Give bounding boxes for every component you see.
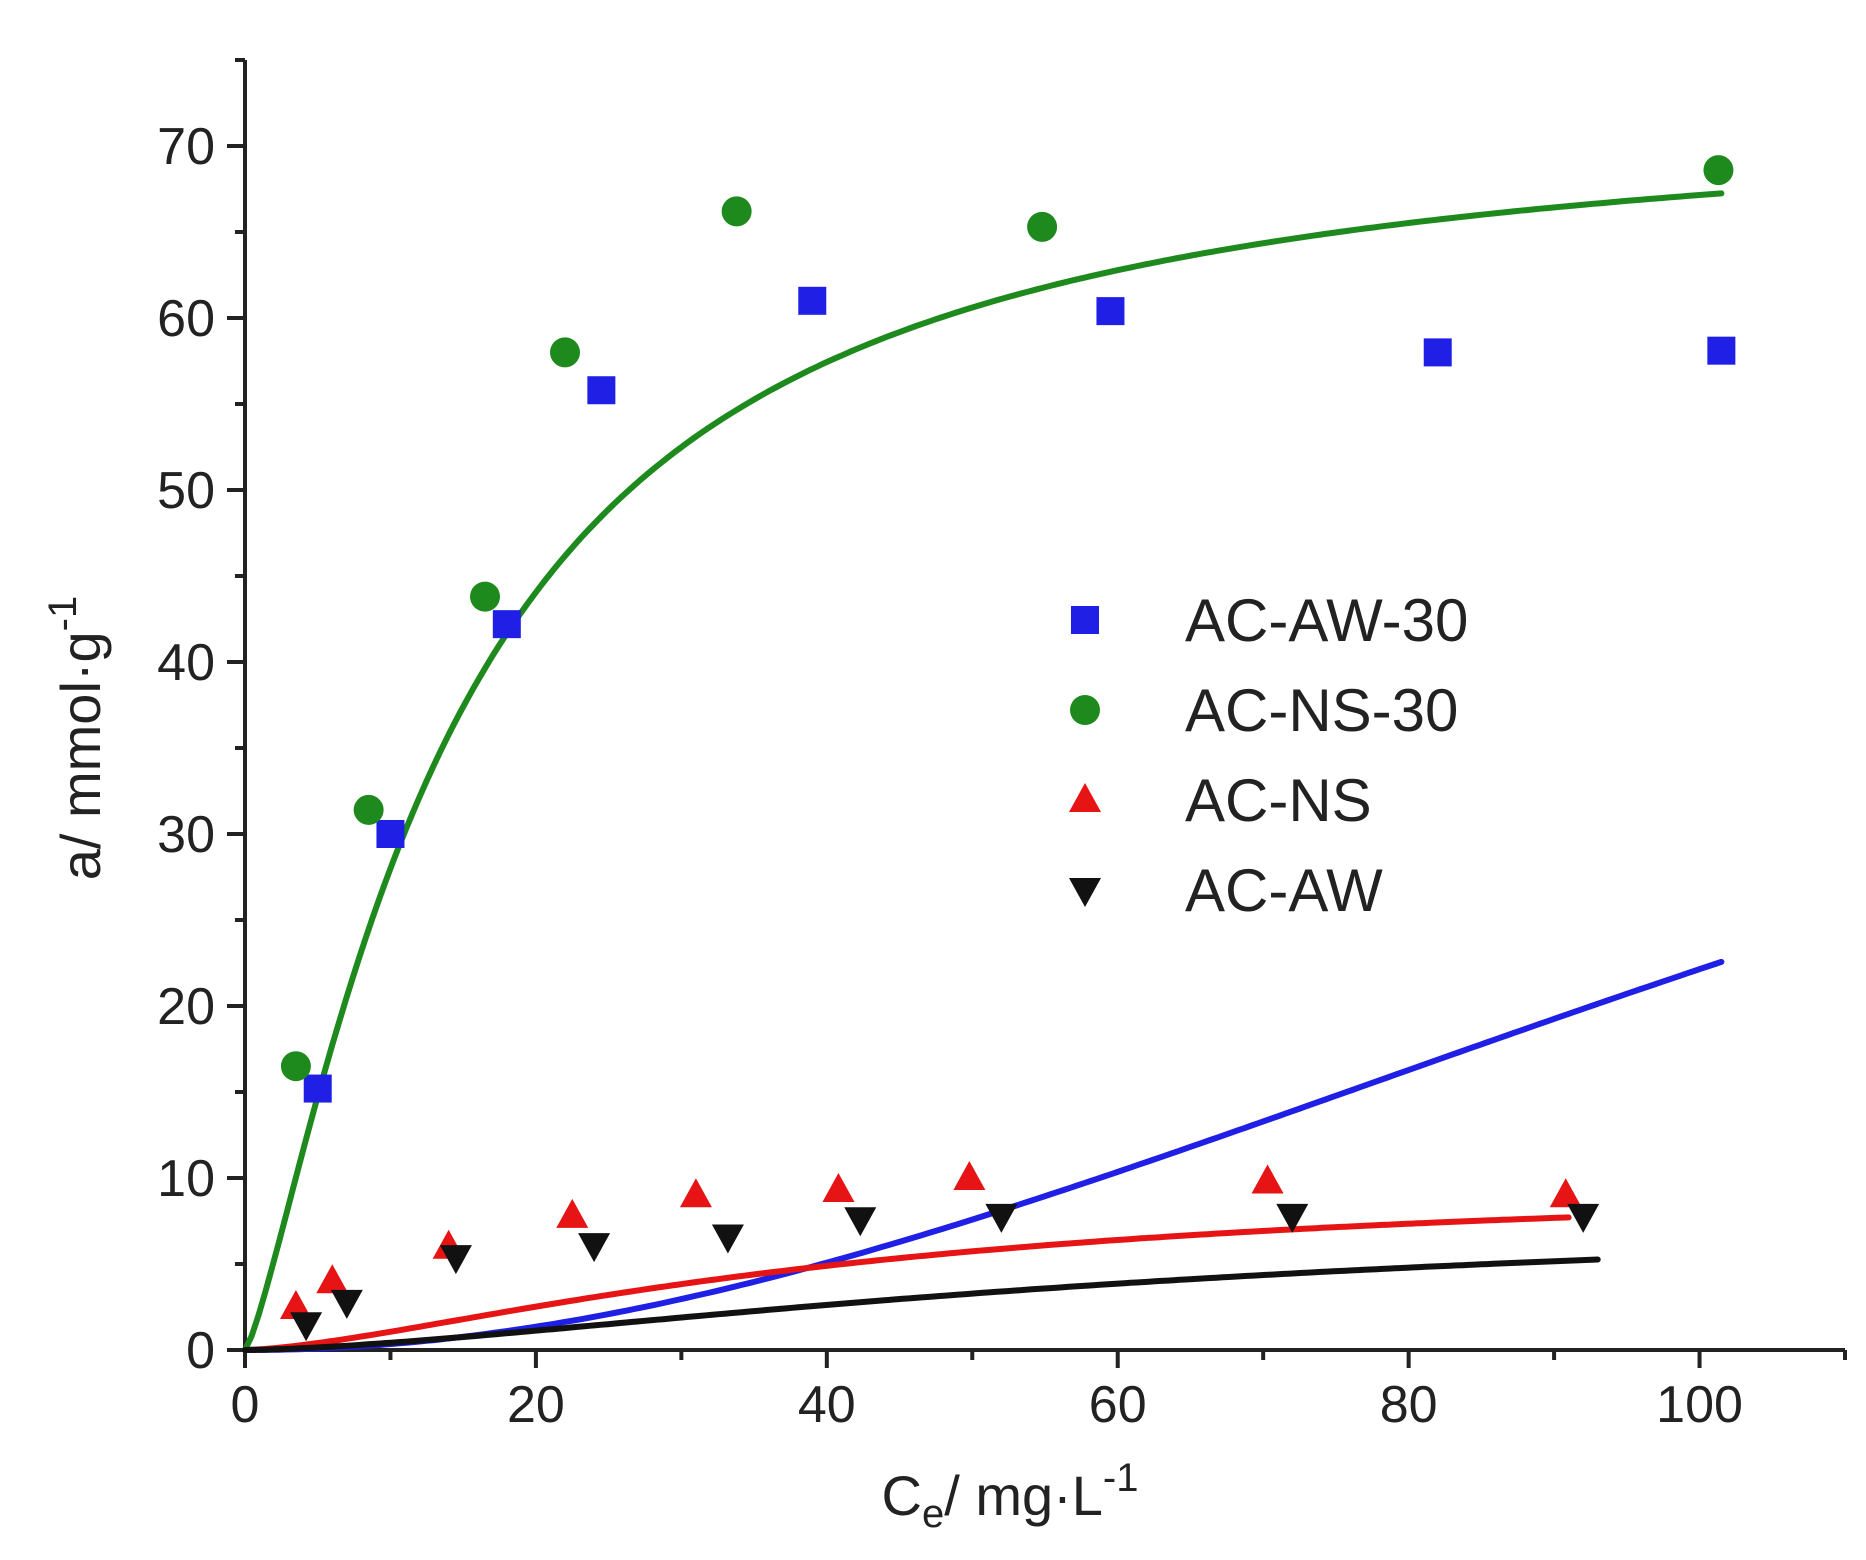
y-tick-label: 60 xyxy=(157,290,215,348)
data-point xyxy=(1707,336,1736,365)
x-tick-label: 40 xyxy=(798,1376,856,1434)
data-point xyxy=(1423,338,1452,367)
y-tick-label: 70 xyxy=(157,118,215,176)
legend: AC-AW-30 AC-NS-30 AC-NS AC-AW xyxy=(1069,587,1468,924)
y-tick-label: 30 xyxy=(157,806,215,864)
data-point xyxy=(679,1178,712,1208)
legend-label: AC-NS xyxy=(1185,767,1372,834)
fit-curve xyxy=(242,190,1725,1353)
x-tick-label: 100 xyxy=(1656,1376,1743,1434)
x-title-sup: -1 xyxy=(1103,1456,1139,1500)
x-tick-label: 80 xyxy=(1380,1376,1438,1434)
y-tick-label: 10 xyxy=(157,1150,215,1208)
data-point xyxy=(798,286,827,315)
legend-label: AC-AW-30 xyxy=(1185,587,1468,654)
x-tick-label: 60 xyxy=(1089,1376,1147,1434)
data-point xyxy=(1027,211,1058,242)
data-point xyxy=(1251,1164,1284,1194)
data-point xyxy=(844,1207,877,1237)
y-tick-label: 20 xyxy=(157,978,215,1036)
x-tick-label: 20 xyxy=(507,1376,565,1434)
data-point xyxy=(1096,297,1125,326)
data-point xyxy=(587,376,616,405)
data-point xyxy=(1703,155,1734,186)
y-tick-label: 0 xyxy=(186,1322,215,1380)
data-point xyxy=(1549,1178,1582,1208)
legend-marker xyxy=(1071,606,1099,634)
data-point xyxy=(578,1233,611,1263)
data-point xyxy=(492,610,521,639)
y-tick-label: 40 xyxy=(157,634,215,692)
x-axis-title: Ce/ mg·L-1 xyxy=(882,1456,1139,1536)
data-point xyxy=(985,1203,1018,1233)
data-point xyxy=(556,1198,589,1228)
data-point xyxy=(1276,1203,1309,1233)
legend-marker xyxy=(1069,783,1101,812)
axes xyxy=(243,60,1845,1352)
data-point xyxy=(470,581,500,612)
data-points xyxy=(279,155,1736,1342)
data-point xyxy=(822,1173,855,1203)
legend-label: AC-NS-30 xyxy=(1185,677,1458,744)
data-point xyxy=(953,1161,986,1190)
x-tick-label: 0 xyxy=(231,1376,260,1434)
ticks: 0 20 40 60 80 100 0 10 20 30 40 50 60 70 xyxy=(157,58,1847,1434)
data-point xyxy=(376,820,405,848)
data-point xyxy=(279,1290,312,1319)
data-point xyxy=(439,1245,472,1275)
x-title-main: C xyxy=(882,1464,922,1527)
y-title-main: a/ mmol·g xyxy=(49,631,112,880)
data-point xyxy=(280,1051,311,1082)
data-point xyxy=(353,794,384,825)
data-point xyxy=(721,196,752,227)
y-title-sup: -1 xyxy=(41,596,85,632)
data-point xyxy=(330,1289,363,1319)
data-point xyxy=(711,1224,744,1254)
data-point xyxy=(1567,1203,1600,1233)
data-point xyxy=(550,337,580,368)
y-tick-label: 50 xyxy=(157,462,215,520)
legend-marker xyxy=(1069,878,1101,907)
data-point xyxy=(303,1074,332,1103)
x-title-rest: / mg·L xyxy=(944,1464,1103,1527)
fit-curves xyxy=(242,190,1725,1353)
y-axis-title: a/ mmol·g-1 xyxy=(41,596,112,881)
legend-marker xyxy=(1070,695,1100,725)
data-point xyxy=(316,1264,349,1294)
data-point xyxy=(290,1312,323,1342)
fit-curve xyxy=(242,1256,1601,1353)
legend-label: AC-AW xyxy=(1185,857,1383,924)
fit-curve xyxy=(242,1214,1572,1353)
x-title-sub: e xyxy=(922,1492,944,1536)
